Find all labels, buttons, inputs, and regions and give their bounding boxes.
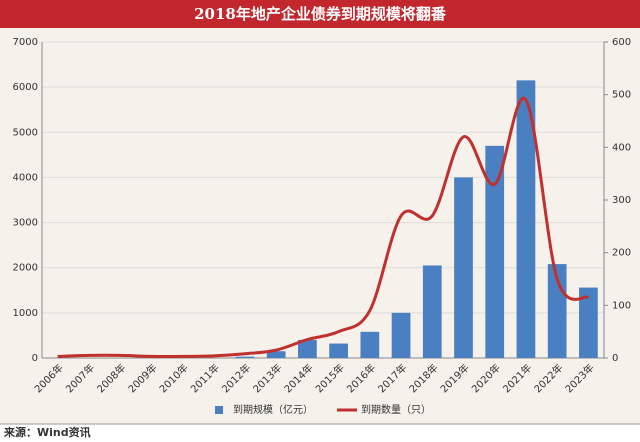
y2-tick-label: 400: [612, 142, 631, 153]
y2-tick-label: 200: [612, 248, 631, 259]
chart-title: 2018年地产企业债券到期规模将翻番: [194, 5, 447, 23]
y-tick-label: 3000: [13, 218, 38, 229]
y-tick-label: 6000: [13, 82, 38, 93]
title-bar: [0, 0, 640, 28]
y2-tick-label: 100: [612, 300, 631, 311]
legend-label: 到期规模（亿元）: [233, 403, 313, 416]
y-tick-label: 1000: [13, 308, 38, 319]
bar: [329, 343, 348, 358]
y-tick-label: 2000: [13, 263, 38, 274]
line: [57, 96, 590, 359]
y2-tick-label: 500: [612, 90, 631, 101]
y2-tick-label: 300: [612, 195, 631, 206]
bar: [485, 145, 505, 358]
bar: [391, 312, 411, 358]
bar: [360, 331, 380, 358]
y-tick-label: 0: [32, 353, 38, 364]
legend-label: 到期数量（只）: [361, 403, 431, 416]
bar: [454, 177, 473, 358]
bar: [266, 351, 286, 358]
bar: [422, 265, 442, 358]
bar: [298, 339, 317, 358]
y-tick-label: 4000: [13, 172, 38, 183]
y-tick-label: 7000: [13, 37, 38, 48]
bar: [579, 287, 598, 358]
bar: [235, 356, 255, 358]
legend-swatch: [215, 406, 223, 414]
bar: [516, 80, 536, 358]
y2-tick-label: 0: [612, 353, 618, 364]
source: 来源：Wind资讯: [3, 425, 91, 439]
y-tick-label: 5000: [13, 127, 38, 138]
y2-tick-label: 600: [612, 37, 631, 48]
